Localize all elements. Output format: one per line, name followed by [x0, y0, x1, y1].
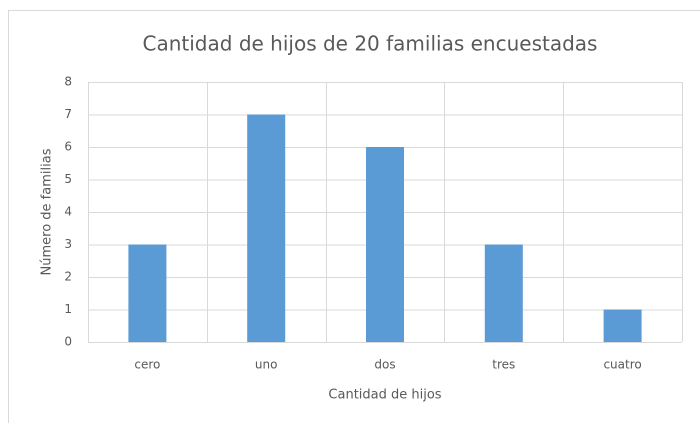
x-tick-label: cero	[134, 358, 160, 372]
y-tick-label: 8	[64, 75, 72, 89]
y-tick-label: 3	[64, 237, 72, 251]
bar	[128, 245, 166, 343]
bar	[485, 245, 523, 343]
x-tick-label: uno	[255, 358, 278, 372]
x-tick-label: dos	[374, 358, 395, 372]
y-tick-label: 0	[64, 335, 72, 349]
bar	[247, 115, 285, 343]
y-tick-label: 5	[64, 172, 72, 186]
y-tick-label: 4	[64, 205, 72, 219]
y-tick-label: 6	[64, 140, 72, 154]
y-tick-label: 7	[64, 107, 72, 121]
y-tick-label: 2	[64, 270, 72, 284]
chart-border	[9, 11, 700, 424]
x-tick-label: tres	[492, 358, 515, 372]
x-axis-title: Cantidad de hijos	[328, 388, 441, 403]
y-tick-label: 1	[64, 302, 72, 316]
x-tick-label: cuatro	[603, 358, 641, 372]
bar	[366, 147, 404, 342]
bar	[604, 310, 642, 343]
chart-title: Cantidad de hijos de 20 familias encuest…	[143, 32, 598, 56]
y-axis-title: Número de familias	[40, 148, 55, 275]
